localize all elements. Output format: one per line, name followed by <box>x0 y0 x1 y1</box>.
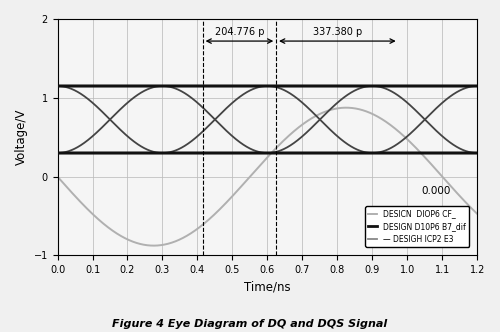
X-axis label: Time/ns: Time/ns <box>244 281 290 294</box>
Text: 204.776 p: 204.776 p <box>214 27 264 37</box>
Text: 0.000: 0.000 <box>422 186 450 196</box>
Text: 337.380 p: 337.380 p <box>313 27 362 37</box>
Legend: DESICN  DIOP6 CF_, DESIGN D10P6 B7_dif, — DESIGH ICP2 E3: DESICN DIOP6 CF_, DESIGN D10P6 B7_dif, —… <box>365 206 470 247</box>
Text: Figure 4 Eye Diagram of DQ and DQS Signal: Figure 4 Eye Diagram of DQ and DQS Signa… <box>112 319 388 329</box>
Y-axis label: Voltage/V: Voltage/V <box>15 109 28 165</box>
